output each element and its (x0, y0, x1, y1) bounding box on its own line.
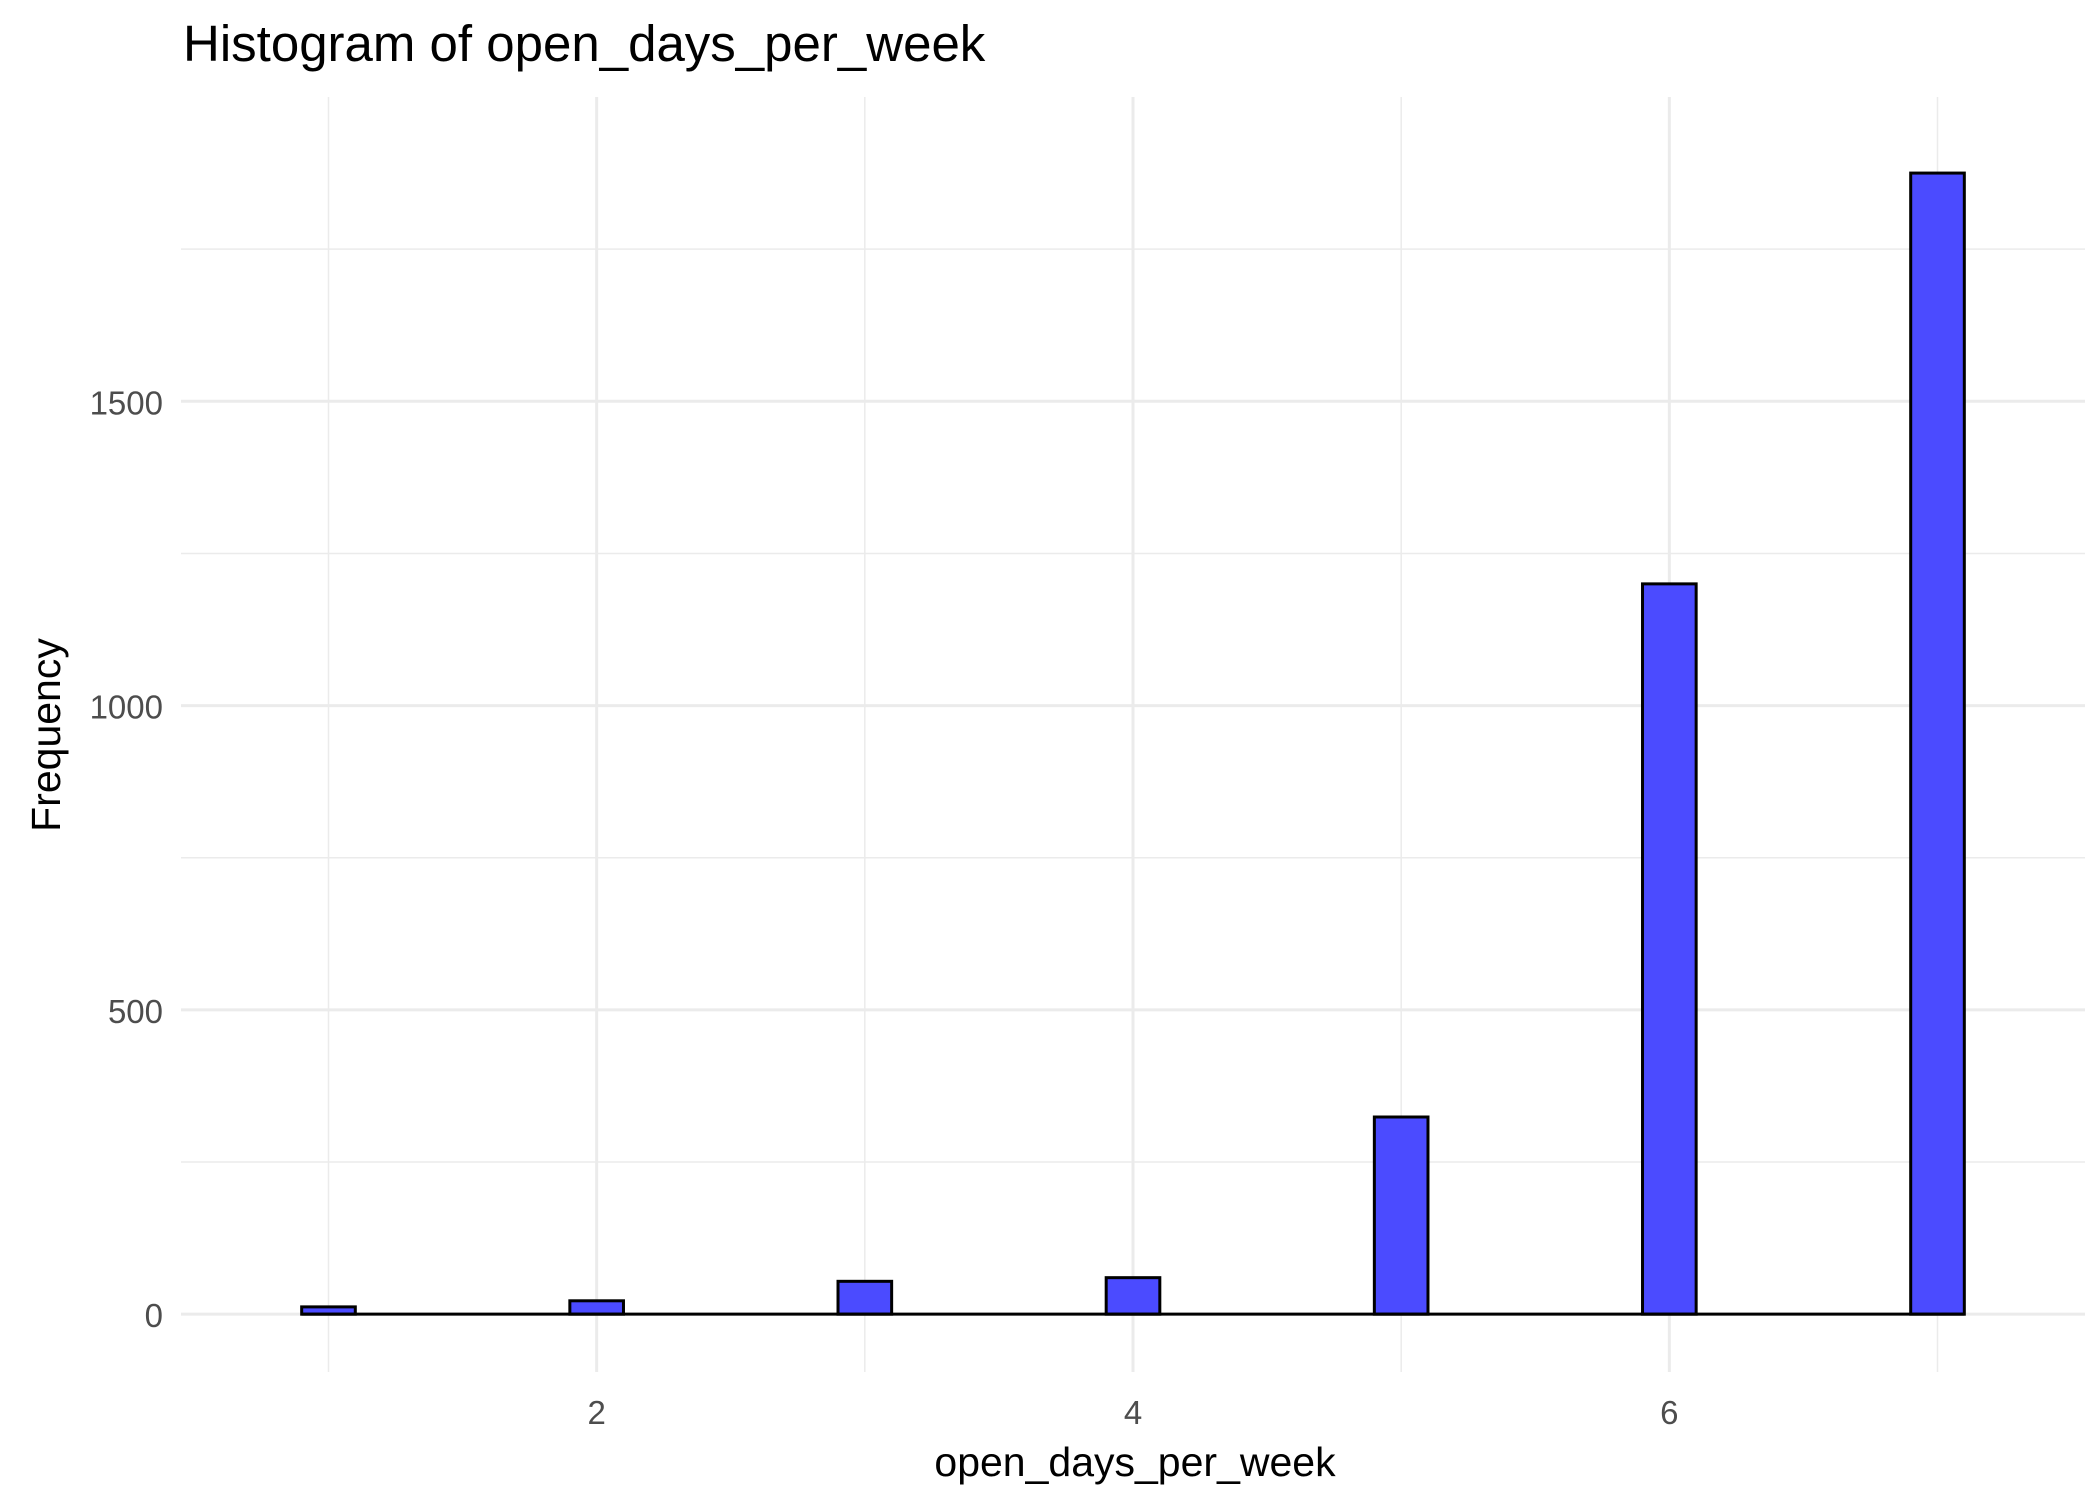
chart-title: Histogram of open_days_per_week (183, 15, 986, 72)
histogram-bar (568, 1299, 625, 1316)
histogram-bar (836, 1279, 894, 1316)
y-tick-label: 0 (145, 1297, 163, 1334)
bars (300, 171, 1966, 1316)
x-tick-label: 6 (1660, 1394, 1678, 1431)
y-axis-ticks: 0 500 1000 1500 (90, 384, 163, 1334)
x-axis-ticks: 2 4 6 (587, 1394, 1678, 1431)
major-gridlines (181, 97, 2085, 1372)
histogram-bar (1909, 171, 1966, 1316)
x-tick-label: 2 (587, 1394, 605, 1431)
y-axis-label: Frequency (23, 638, 69, 832)
y-tick-label: 1000 (90, 689, 163, 726)
x-axis-label: open_days_per_week (934, 1439, 1336, 1485)
x-tick-label: 4 (1124, 1394, 1142, 1431)
y-tick-label: 1500 (90, 384, 163, 421)
y-tick-label: 500 (108, 993, 163, 1030)
histogram-bar (1104, 1276, 1162, 1316)
histogram-bar (1372, 1115, 1430, 1316)
histogram-bar (1641, 582, 1698, 1316)
